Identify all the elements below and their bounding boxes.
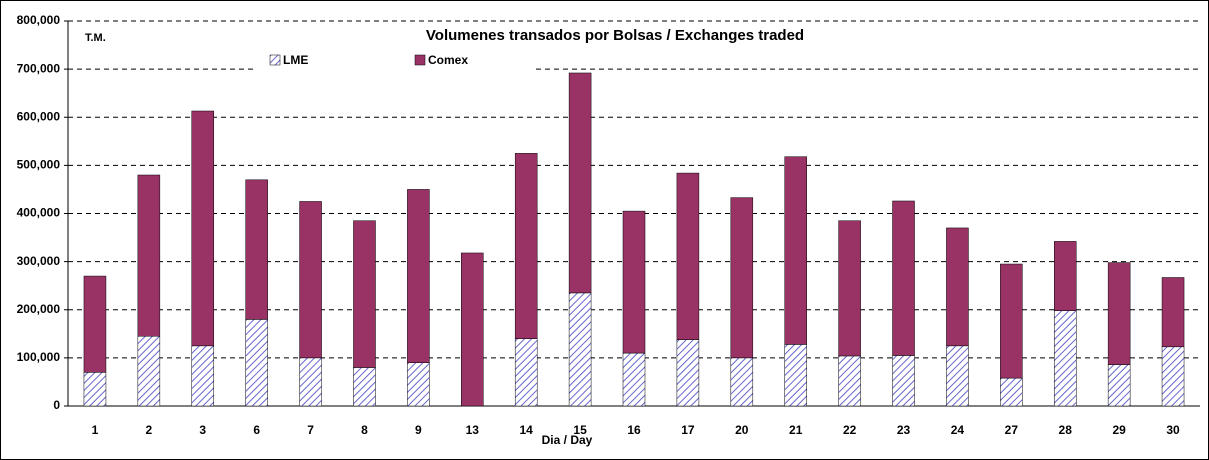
bar-segment xyxy=(1161,277,1185,348)
x-tick-label: 15 xyxy=(573,423,587,437)
x-tick-label: 21 xyxy=(789,423,803,437)
y-tick-label: 100,000 xyxy=(17,350,61,364)
bar-segment xyxy=(676,172,700,340)
bar-segment xyxy=(838,220,861,357)
bar-segment xyxy=(622,352,646,407)
bar-segment xyxy=(245,179,268,320)
x-tick-label: 29 xyxy=(1112,423,1126,437)
bar-segment xyxy=(514,153,538,339)
bar-segment xyxy=(407,362,430,407)
bar-segment xyxy=(730,197,754,359)
legend-background xyxy=(255,46,535,76)
bar-segment xyxy=(353,220,376,368)
y-tick-label: 0 xyxy=(53,398,60,412)
x-tick-label: 16 xyxy=(627,423,641,437)
bar-segment xyxy=(568,292,592,407)
x-tick-label: 23 xyxy=(897,423,911,437)
bar-segment xyxy=(676,339,700,407)
bar-segment xyxy=(407,189,430,363)
legend-label: LME xyxy=(283,53,308,67)
bar-segment xyxy=(1000,377,1023,407)
x-tick-label: 24 xyxy=(951,423,965,437)
bar-segment xyxy=(1107,364,1131,407)
bar-segment xyxy=(1053,310,1077,407)
bar-segment xyxy=(568,72,592,294)
y-tick-label: 700,000 xyxy=(17,61,61,75)
bar-segment xyxy=(83,275,107,373)
bar-segment xyxy=(838,355,861,407)
bar-segment xyxy=(622,210,646,354)
bar-segment xyxy=(191,110,215,347)
legend-swatch xyxy=(269,54,281,66)
x-tick-label: 7 xyxy=(307,423,314,437)
x-tick-label: 13 xyxy=(466,423,480,437)
x-tick-label: 27 xyxy=(1005,423,1019,437)
x-tick-label: 6 xyxy=(253,423,260,437)
bar-segment xyxy=(784,344,807,407)
bar-segment xyxy=(730,357,754,407)
bar-segment xyxy=(461,252,484,407)
x-tick-label: 30 xyxy=(1166,423,1180,437)
bar-segment xyxy=(299,201,322,359)
y-tick-label: 400,000 xyxy=(17,206,61,220)
bar-segment xyxy=(353,367,376,407)
bar-segment xyxy=(946,345,969,407)
y-tick-label: 300,000 xyxy=(17,254,61,268)
y-tick-label: 500,000 xyxy=(17,158,61,172)
x-tick-label: 28 xyxy=(1059,423,1073,437)
y-tick-label: 600,000 xyxy=(17,109,61,123)
bar-segment xyxy=(1161,346,1185,407)
bar-segment xyxy=(137,174,161,337)
bar-segment xyxy=(1107,262,1131,365)
x-axis-label: Dia / Day xyxy=(542,433,593,447)
bar-segment xyxy=(892,355,915,407)
x-tick-label: 9 xyxy=(415,423,422,437)
legend-swatch xyxy=(414,54,426,66)
bar-segment xyxy=(946,227,969,347)
chart-title: Volumenes transados por Bolsas / Exchang… xyxy=(426,27,804,44)
x-tick-label: 14 xyxy=(520,423,534,437)
x-tick-label: 3 xyxy=(199,423,206,437)
bar-segment xyxy=(514,338,538,407)
bar-segment xyxy=(1000,263,1023,379)
bar-segment xyxy=(892,200,915,356)
bar-segment xyxy=(784,156,807,345)
bar-segment xyxy=(191,345,215,407)
bar-segment xyxy=(137,335,161,407)
y-tick-label: 800,000 xyxy=(17,13,61,27)
bar-segment xyxy=(83,372,107,407)
y-unit: T.M. xyxy=(85,32,106,44)
x-tick-label: 22 xyxy=(843,423,857,437)
bar-segment xyxy=(245,319,268,407)
x-tick-label: 2 xyxy=(146,423,153,437)
bar-segment xyxy=(1053,241,1077,311)
bar-segment xyxy=(299,357,322,407)
x-tick-label: 17 xyxy=(681,423,695,437)
y-tick-label: 200,000 xyxy=(17,302,61,316)
x-tick-label: 8 xyxy=(361,423,368,437)
x-tick-label: 20 xyxy=(735,423,749,437)
legend-label: Comex xyxy=(428,53,468,67)
x-tick-label: 1 xyxy=(92,423,99,437)
